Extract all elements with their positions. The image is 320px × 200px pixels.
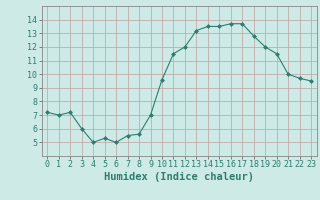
X-axis label: Humidex (Indice chaleur): Humidex (Indice chaleur): [104, 172, 254, 182]
